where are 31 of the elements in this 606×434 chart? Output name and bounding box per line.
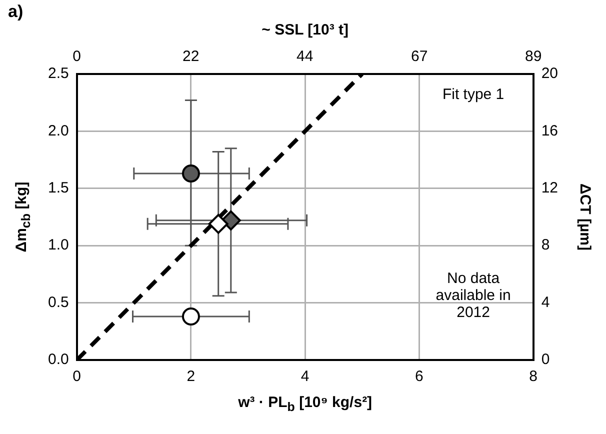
y2-tick-label: 4 [541, 294, 550, 311]
y-tick-label: 0.5 [48, 294, 69, 311]
y2-tick-label: 12 [541, 180, 558, 197]
x2-axis-title: ~ SSL [10³ t] [262, 22, 348, 38]
x2-tick-label: 67 [410, 48, 428, 66]
x-tick-label: 2 [186, 368, 196, 386]
y-tick-label: 2.5 [48, 65, 69, 82]
x-tick-label: 4 [300, 368, 310, 386]
x-tick-label: 8 [529, 368, 538, 386]
annotation: Fit type 1 [441, 86, 506, 103]
y-tick-label: 2.0 [48, 122, 69, 140]
point [182, 308, 200, 326]
y-tick-label: 1.0 [48, 236, 69, 254]
point [208, 214, 228, 234]
x2-tick-label: 22 [182, 48, 200, 66]
x-axis-title: w³ · PL$_{b}$ [10⁹ kg/s²] [238, 394, 372, 414]
text: a) [8, 2, 24, 22]
y2-axis-title: ΔCT [µm] [576, 184, 594, 250]
annotation: No data available in 2012 [434, 270, 512, 321]
y2-tick-label: 0 [541, 351, 550, 368]
y2-tick-label: 20 [541, 65, 558, 82]
x-tick-label: 6 [415, 368, 424, 386]
y2-tick-label: 16 [541, 122, 558, 140]
point [182, 164, 200, 183]
x2-tick-label: 89 [524, 48, 542, 66]
y2-tick-label: 8 [541, 236, 550, 254]
y-tick-label: 1.5 [48, 180, 69, 197]
x2-tick-label: 0 [72, 48, 82, 66]
x-tick-label: 0 [72, 368, 82, 386]
x2-tick-label: 44 [296, 48, 314, 66]
y-tick-label: 0.0 [48, 351, 69, 368]
